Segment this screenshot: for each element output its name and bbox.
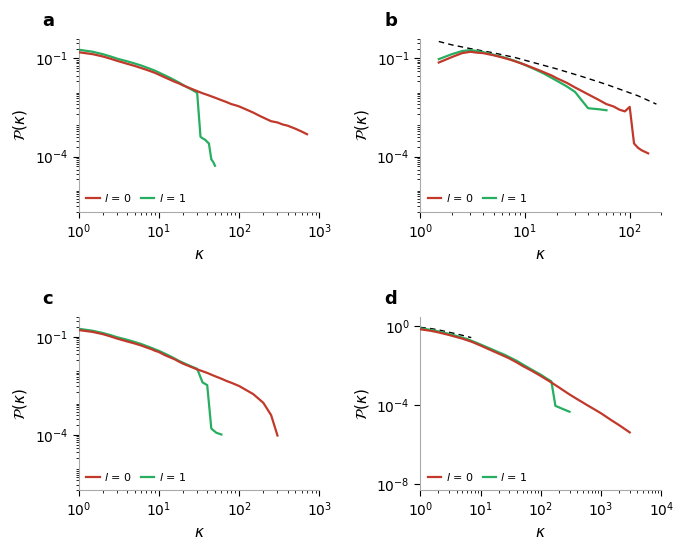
Text: b: b [384,12,397,30]
Legend: $l$ = 0, $l$ = 1: $l$ = 0, $l$ = 1 [423,188,532,209]
Text: d: d [384,290,397,309]
Legend: $l$ = 0, $l$ = 1: $l$ = 0, $l$ = 1 [82,188,190,209]
X-axis label: $\kappa$: $\kappa$ [535,247,546,262]
X-axis label: $\kappa$: $\kappa$ [194,525,205,540]
X-axis label: $\kappa$: $\kappa$ [194,247,205,262]
Legend: $l$ = 0, $l$ = 1: $l$ = 0, $l$ = 1 [423,466,532,487]
Y-axis label: $\mathcal{P}(\kappa)$: $\mathcal{P}(\kappa)$ [11,388,29,419]
Y-axis label: $\mathcal{P}(\kappa)$: $\mathcal{P}(\kappa)$ [353,110,371,141]
Text: c: c [42,290,53,309]
Y-axis label: $\mathcal{P}(\kappa)$: $\mathcal{P}(\kappa)$ [353,388,371,419]
X-axis label: $\kappa$: $\kappa$ [535,525,546,540]
Y-axis label: $\mathcal{P}(\kappa)$: $\mathcal{P}(\kappa)$ [11,110,29,141]
Text: a: a [42,12,54,30]
Legend: $l$ = 0, $l$ = 1: $l$ = 0, $l$ = 1 [82,466,190,487]
